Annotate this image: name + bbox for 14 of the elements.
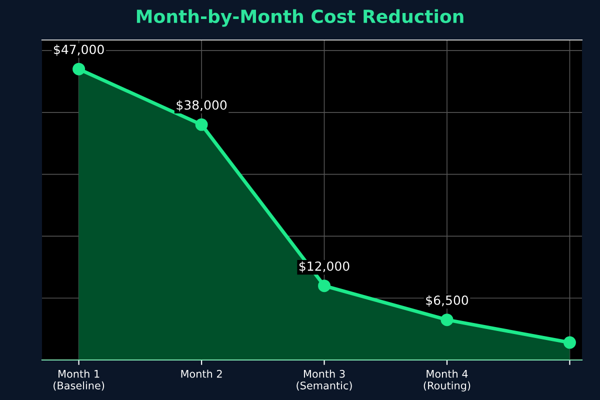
x-tick-label: Month 3 (Semantic): [296, 370, 352, 391]
text: $38,000: [176, 100, 227, 112]
point: [318, 280, 331, 292]
text: $6,500: [426, 295, 468, 307]
chart-title: Month-by-Month Cost Reduction: [136, 9, 464, 27]
point: [563, 336, 576, 349]
text: $47,000: [54, 44, 104, 56]
text: $12,000: [299, 261, 350, 273]
x-tick-label: Month 1 (Baseline): [54, 370, 104, 391]
point: [72, 62, 86, 76]
x-tick-label: Month 2: [181, 370, 222, 378]
x-tick-label: Month 4 (Routing): [424, 370, 470, 392]
point: [440, 314, 454, 326]
point: [195, 118, 208, 131]
